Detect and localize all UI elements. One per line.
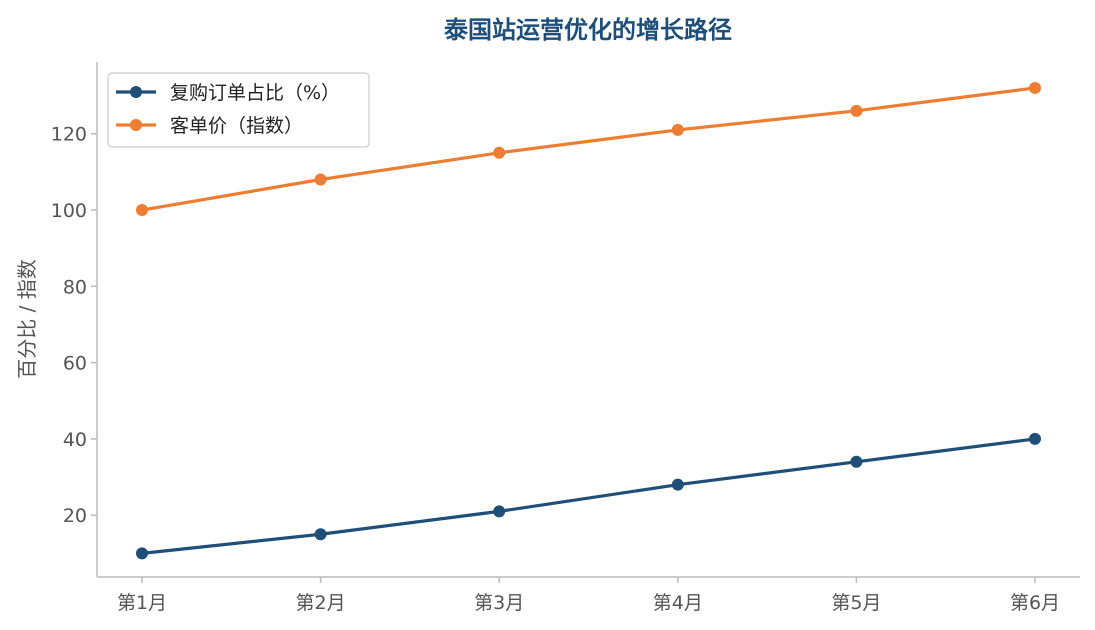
data-point bbox=[314, 528, 327, 541]
legend-item: 客单价（指数） bbox=[116, 115, 303, 137]
y-tick-label: 40 bbox=[63, 429, 87, 451]
data-point bbox=[850, 455, 863, 468]
y-tick-label: 120 bbox=[51, 124, 87, 146]
legend-swatch-marker bbox=[130, 86, 142, 98]
data-point bbox=[493, 146, 506, 159]
x-ticks: 第1月 第2月 第3月 第4月 第5月 第6月 bbox=[117, 577, 1060, 614]
legend-label: 复购订单占比（%） bbox=[170, 82, 340, 104]
data-point bbox=[136, 547, 148, 560]
x-tick-label: 第5月 bbox=[831, 592, 881, 614]
data-point bbox=[136, 204, 148, 217]
legend-label: 客单价（指数） bbox=[170, 115, 303, 137]
y-tick-label: 60 bbox=[63, 353, 87, 375]
data-point bbox=[671, 478, 684, 491]
series-line bbox=[140, 437, 1037, 555]
y-tick-label: 100 bbox=[51, 200, 87, 222]
data-point bbox=[671, 123, 684, 136]
series-line bbox=[140, 86, 1037, 212]
data-point bbox=[850, 104, 863, 117]
y-tick-label: 20 bbox=[63, 505, 87, 527]
legend-swatch-marker bbox=[130, 119, 142, 131]
x-tick-label: 第6月 bbox=[1010, 592, 1060, 614]
x-tick-label: 第4月 bbox=[653, 592, 703, 614]
x-tick-label: 第2月 bbox=[296, 592, 346, 614]
series-1 bbox=[136, 81, 1041, 217]
y-axis-label: 百分比 / 指数 bbox=[15, 259, 39, 378]
y-ticks: 20 40 60 80 100 120 bbox=[51, 124, 97, 527]
legend-item: 复购订单占比（%） bbox=[116, 82, 340, 104]
legend-box bbox=[107, 72, 370, 148]
data-point bbox=[1029, 81, 1041, 94]
x-tick-label: 第1月 bbox=[117, 592, 167, 614]
series-layer bbox=[136, 81, 1041, 560]
y-tick-label: 80 bbox=[63, 276, 87, 298]
data-point bbox=[493, 505, 506, 518]
legend: 复购订单占比（%） 客单价（指数） bbox=[107, 72, 370, 148]
data-point bbox=[314, 173, 327, 186]
axes bbox=[96, 62, 1080, 578]
x-tick-label: 第3月 bbox=[474, 592, 524, 614]
chart-title: 泰国站运营优化的增长路径 bbox=[444, 16, 732, 44]
series-0 bbox=[136, 432, 1041, 560]
data-point bbox=[1029, 432, 1041, 445]
